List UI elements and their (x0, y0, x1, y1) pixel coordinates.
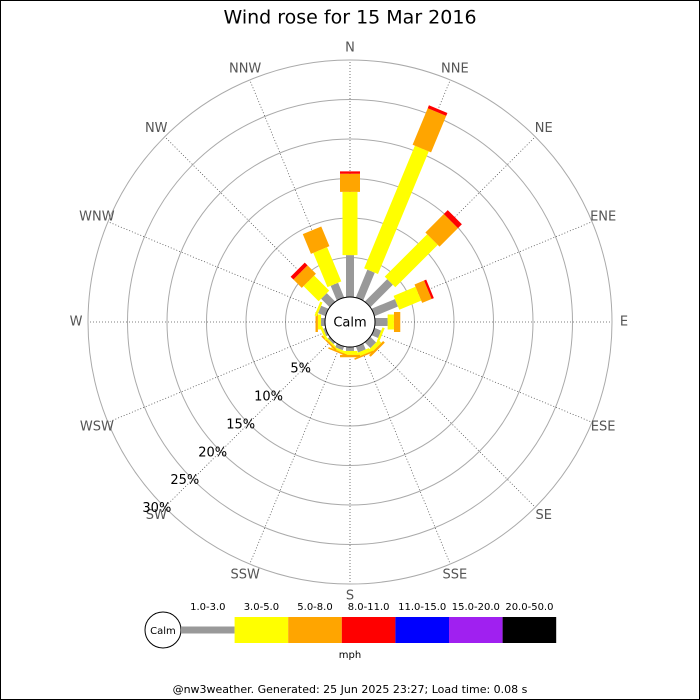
direction-label: WNW (79, 210, 115, 225)
legend-label: 5.0-8.0 (297, 602, 332, 613)
r-tick-label: 10% (254, 389, 283, 404)
direction-label: ESE (591, 419, 616, 434)
direction-label: NNE (441, 61, 469, 76)
wind-segment (323, 327, 329, 337)
wind-segment (424, 279, 434, 299)
r-tick-label: 20% (198, 445, 227, 460)
wind-segment (414, 280, 432, 303)
wind-segment (342, 191, 358, 256)
wind-segment (346, 255, 354, 297)
r-tick-label: 25% (170, 473, 199, 488)
wind-segment (364, 336, 377, 349)
direction-label: S (346, 589, 354, 604)
wind-segment (354, 350, 374, 360)
direction-label: SE (536, 508, 552, 523)
direction-label: NE (535, 121, 553, 136)
r-tick-label: 15% (226, 417, 255, 432)
wind-segment (425, 214, 458, 247)
direction-label: ENE (590, 210, 616, 225)
wind-segment (335, 343, 345, 351)
direction-label: NW (145, 121, 168, 136)
wind-segment (293, 265, 316, 288)
calm-label: Calm (333, 316, 366, 331)
wind-segment (364, 279, 393, 308)
wind-segment (302, 226, 330, 254)
grid-ring (166, 138, 534, 506)
wind-segment (376, 327, 385, 343)
grid-ring (127, 99, 573, 545)
legend-label: 3.0-5.0 (244, 602, 279, 613)
wind-segment (321, 293, 336, 308)
wind-segment (330, 282, 345, 301)
wind-segment (384, 234, 438, 288)
spoke (107, 331, 328, 423)
wind-segment (318, 305, 329, 317)
spoke (372, 331, 593, 423)
legend-label: 15.0-20.0 (452, 602, 500, 613)
direction-label: SW (146, 508, 167, 523)
legend-swatch (449, 617, 503, 643)
legend-label: 8.0-11.0 (348, 602, 390, 613)
wind-segment (427, 105, 448, 116)
legend-unit: mph (339, 650, 361, 661)
wind-segment (303, 275, 330, 302)
direction-label: E (620, 315, 628, 330)
wind-segment (313, 247, 342, 288)
direction-label: WSW (80, 419, 114, 434)
direction-label: W (70, 315, 83, 330)
wind-segment (364, 145, 429, 275)
legend-swatch (341, 617, 396, 643)
wind-segment (393, 312, 401, 332)
spoke (359, 344, 451, 565)
legend-label: 1.0-3.0 (190, 602, 225, 613)
legend-swatch (234, 617, 289, 643)
wind-segment (314, 301, 323, 317)
wind-segment (387, 314, 394, 330)
spoke (367, 339, 536, 508)
legend-calm-label: Calm (150, 626, 176, 637)
wind-segment (327, 336, 336, 345)
wind-segment (346, 347, 354, 351)
spoke (164, 339, 333, 508)
r-tick-label: 30% (142, 501, 171, 516)
wind-segment (317, 314, 322, 330)
wind-segment (290, 262, 308, 280)
wind-segment (340, 173, 360, 192)
wind-segment (321, 318, 325, 326)
wind-segment (328, 347, 348, 357)
footer: @nw3weather. Generated: 25 Jun 2025 23:2… (173, 683, 528, 696)
wind-segment (355, 269, 375, 301)
direction-label: SSW (230, 568, 260, 583)
spoke (249, 344, 341, 565)
wind-segment (368, 340, 385, 357)
wind-segment (319, 325, 328, 341)
wind-segment (375, 318, 388, 326)
legend-label: 11.0-15.0 (398, 602, 446, 613)
direction-label: N (345, 41, 355, 56)
wind-segment (342, 350, 358, 355)
grid-ring (87, 59, 613, 585)
legend-label: 20.0-50.0 (505, 602, 553, 613)
wind-segment (443, 210, 462, 229)
wind-segment (367, 339, 382, 354)
wind-segment (371, 299, 398, 317)
wind-segment (412, 108, 447, 153)
wind-segment (340, 354, 360, 358)
direction-label: SSE (442, 568, 467, 583)
wind-segment (393, 286, 422, 310)
wind-segment (315, 312, 318, 332)
r-tick-label: 5% (290, 362, 311, 377)
legend-swatch (502, 617, 557, 643)
calm-circle (324, 296, 376, 348)
legend-swatch (181, 626, 235, 634)
direction-label: NNW (229, 61, 261, 76)
chart-title: Wind rose for 15 Mar 2016 (223, 7, 476, 29)
legend-swatch (288, 617, 342, 643)
spoke (107, 221, 328, 313)
legend-swatch (395, 617, 449, 643)
wind-segment (340, 171, 360, 174)
